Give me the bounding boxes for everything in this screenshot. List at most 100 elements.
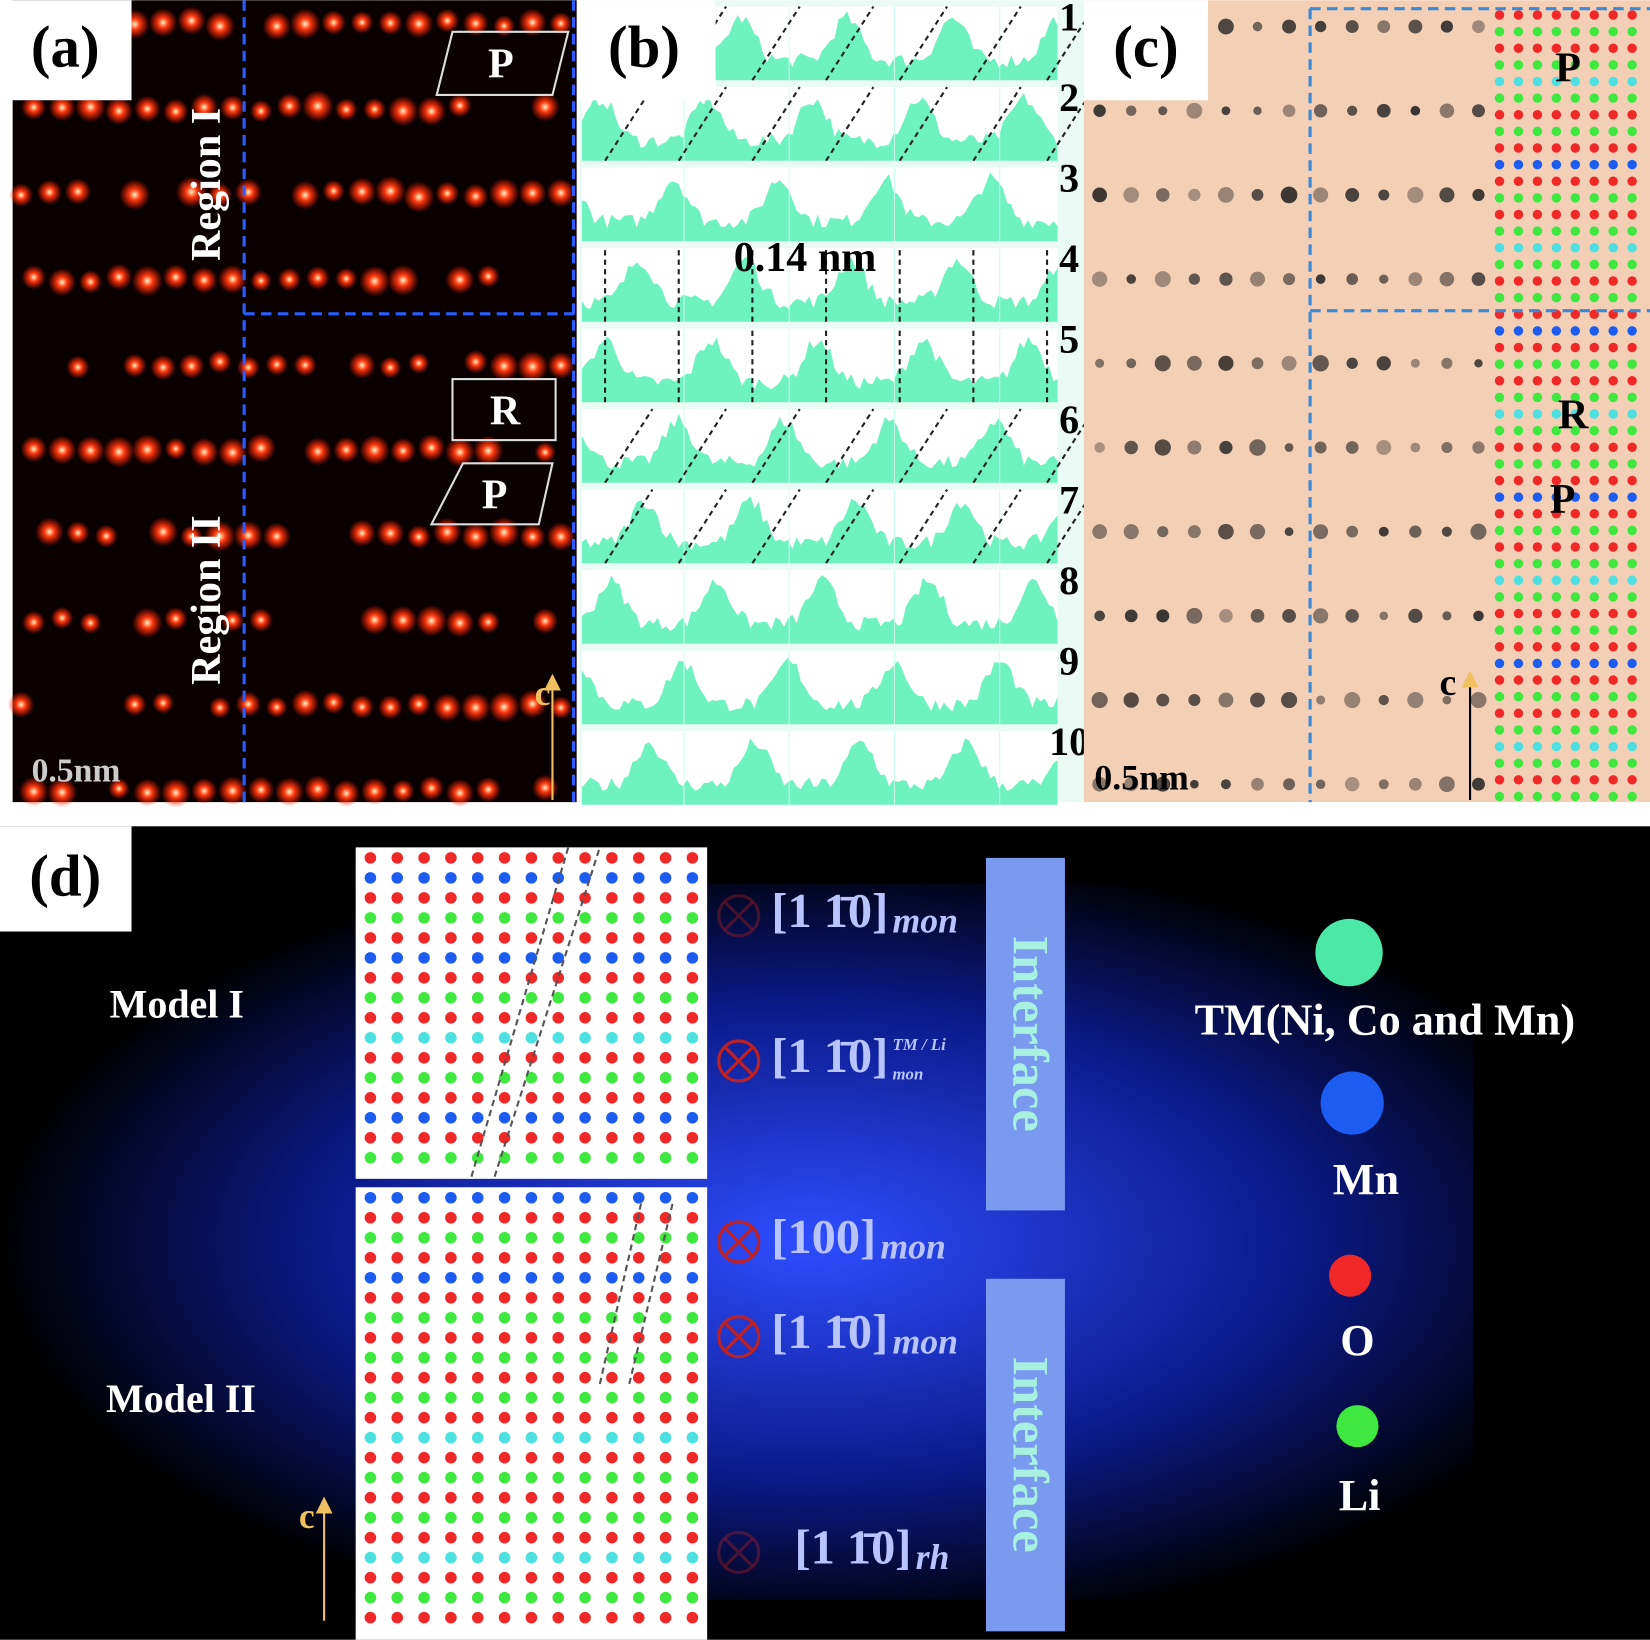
atom: [1251, 777, 1264, 791]
model-atom: [1589, 326, 1599, 336]
model-atom: [686, 1311, 699, 1324]
model-atom: [471, 952, 484, 964]
atom: [1345, 188, 1360, 202]
model-atom: [1608, 592, 1618, 602]
model-atom: [1551, 442, 1562, 453]
guide-line: [604, 408, 654, 484]
atom: [175, 176, 208, 208]
model-atom: [1513, 675, 1524, 685]
atom: [445, 608, 475, 638]
atom: [1219, 609, 1233, 623]
row-number: 1: [1059, 0, 1079, 39]
model-atom: [659, 1211, 672, 1224]
model-atom: [498, 1291, 511, 1304]
model-atom: [1513, 691, 1524, 702]
model-atom: [686, 1431, 699, 1444]
model-atom: [1608, 642, 1618, 652]
model-atom: [552, 992, 565, 1004]
model-atom: [659, 1531, 672, 1544]
model-atom: [1513, 93, 1524, 103]
model-atom: [471, 932, 484, 944]
model-atom: [1532, 159, 1543, 170]
model-atom: [1494, 509, 1505, 519]
model-atom: [418, 1132, 430, 1144]
model-atom: [552, 852, 565, 864]
model-atom: [364, 1411, 377, 1424]
direction-symbol: [717, 1315, 761, 1359]
model-atom: [632, 1092, 645, 1104]
atom: [516, 351, 549, 383]
atom: [134, 95, 161, 122]
region-lines: [1308, 7, 1650, 803]
model-atom: [1551, 525, 1562, 536]
atom: [378, 695, 403, 720]
intensity-profile: [581, 256, 1058, 322]
atom: [1439, 776, 1455, 793]
model-atom: [686, 1531, 699, 1544]
model-atom: [552, 1451, 565, 1464]
model-atom: [1513, 376, 1524, 386]
model-atom: [471, 1551, 484, 1564]
model-atom: [445, 952, 457, 964]
guide-line: [604, 86, 654, 162]
atom: [1156, 693, 1170, 707]
model-atom: [552, 1151, 565, 1164]
atom: [1092, 776, 1107, 792]
model-atom: [445, 1092, 457, 1104]
model-atom: [364, 1571, 377, 1584]
model-atom: [1589, 93, 1599, 103]
scale-bar: 0.5nm: [1094, 757, 1189, 797]
atom: [208, 349, 232, 374]
model-atom: [1570, 758, 1581, 768]
model-atom: [659, 1151, 672, 1164]
model-atom: [1513, 226, 1524, 236]
model-atom: [1551, 625, 1562, 635]
model-atom: [1551, 276, 1562, 286]
model-atom: [471, 1471, 484, 1484]
model-atom: [1532, 475, 1543, 486]
model-atom: [552, 1531, 565, 1544]
model-atom: [471, 1251, 484, 1264]
model-atom: [1589, 292, 1599, 303]
model-atom: [659, 1271, 672, 1284]
atom: [546, 178, 576, 208]
model-atom: [1589, 226, 1599, 236]
model-atom: [471, 1052, 484, 1064]
model-atom: [364, 1151, 377, 1164]
model-atom: [1608, 10, 1618, 20]
atom: [1410, 358, 1420, 368]
model-atom: [632, 1112, 645, 1124]
atom: [1252, 21, 1263, 32]
model-atom: [525, 1072, 538, 1084]
model-atom: [1494, 326, 1505, 336]
model-atom: [1627, 392, 1637, 403]
model-atom: [1513, 60, 1524, 70]
atom: [332, 779, 360, 807]
model-atom: [1494, 741, 1505, 752]
model-atom: [1570, 492, 1581, 502]
guide-line: [972, 6, 1022, 81]
model-atom: [579, 1132, 591, 1144]
model-atom: [364, 992, 377, 1004]
model-atom: [1551, 43, 1562, 53]
model-atom: [632, 1331, 645, 1344]
model-atom: [525, 1032, 538, 1044]
model-atom: [606, 1611, 618, 1624]
atom: [1346, 273, 1359, 285]
model-atom: [391, 1271, 404, 1284]
model-atom: [1551, 425, 1562, 436]
model-atom: [579, 1591, 591, 1604]
model-atom: [1494, 525, 1505, 536]
model-atom: [1570, 775, 1581, 785]
model-atom: [1589, 691, 1599, 702]
model-atom: [418, 992, 430, 1004]
model-atom: [579, 932, 591, 944]
model-label: Model I: [110, 982, 244, 1027]
model-atom: [1570, 725, 1581, 735]
atom: [1123, 524, 1139, 540]
model-atom: [1494, 359, 1505, 369]
model-atom: [1570, 425, 1581, 436]
atom: [1186, 607, 1203, 624]
model-atom: [1494, 276, 1505, 286]
model-atom: [1532, 209, 1543, 220]
